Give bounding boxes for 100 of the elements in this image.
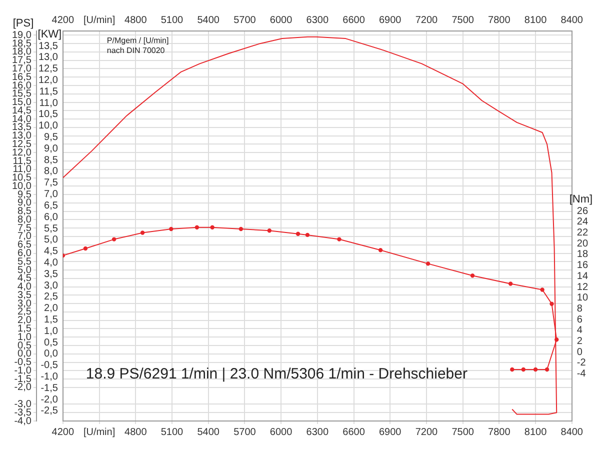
point (194, 225, 200, 230)
y2-tick-label: 11,5 (12, 156, 32, 167)
y-tick-label: -0,5 (40, 360, 58, 372)
point (470, 274, 475, 278)
y2-tick-label: 19,0 (12, 30, 32, 41)
annotation: P/Mgem / [U/min] (106, 36, 169, 46)
y-tick-label: 7,5 (44, 178, 58, 189)
x2-tick-label: 5700 (234, 14, 256, 26)
y2-tick-label: 17,0 (12, 63, 32, 74)
y2-tick-label: 8,0 (18, 214, 32, 226)
x2-tick-label: 8100 (524, 14, 548, 26)
x2-tick-label: 7800 (488, 14, 511, 26)
y2-tick-label: 0,5 (18, 340, 32, 352)
annotation: 18.9 PS/6291 1/min | 23.0 Nm/5306 1/min - Drehschieber (86, 365, 468, 382)
y-tick-label: 9,5 (44, 132, 58, 144)
y-tick-label: -2,5 (40, 406, 58, 417)
y3-tick-label: 26 (576, 206, 588, 217)
y-tick-label: 11,0 (39, 98, 58, 109)
y-tick-label: 11,5 (39, 86, 58, 98)
y3-tick-label: 10 (576, 292, 588, 304)
x-tick-label: 7800 (488, 426, 511, 438)
annotation: nach DIN 70020 (106, 46, 166, 56)
y2-tick-label: 7,5 (18, 222, 32, 234)
y3-tick-label: 22 (576, 228, 588, 239)
y3-tick-label: 4 (576, 325, 583, 336)
y-tick-label: 12,0 (38, 75, 58, 86)
point (508, 282, 513, 286)
y-tick-label: 3,0 (44, 280, 58, 292)
x-tick-label: 7500 (452, 426, 474, 438)
y2-tick-label: 5,5 (18, 256, 32, 268)
y-tick-label: 3,5 (44, 268, 58, 280)
y3-tick-label: -2 (576, 358, 586, 369)
x-tick-label: 6000 (270, 426, 293, 438)
x-tick-label: 7200 (415, 426, 438, 438)
y2-tick-label: 3,5 (18, 290, 32, 301)
point (510, 367, 514, 372)
y-tick-label: 10,5 (38, 109, 58, 120)
y3-tick-label: 18 (576, 249, 588, 260)
point (238, 226, 244, 232)
x-tick-label: 6900 (378, 426, 402, 438)
x2-tick-label: 4200 (52, 14, 74, 26)
y2-tick-label: -3,0 (14, 398, 32, 410)
point (521, 367, 526, 372)
y-tick-label: 13,5 (38, 40, 58, 52)
y2-tick-label: -1,0 (14, 365, 32, 376)
y-tick-label: 8,5 (44, 154, 58, 166)
x-tick-label: 5700 (234, 426, 256, 438)
y2-tick-label: 14,5 (12, 105, 32, 116)
y-tick-label: 1,5 (44, 314, 58, 326)
point (378, 248, 383, 252)
x2-tick-label: 7500 (452, 14, 474, 26)
y3-tick-label: 20 (576, 238, 588, 250)
y-tick-label: 1,0 (44, 326, 58, 337)
point (169, 226, 174, 232)
x-tick-label: 4200 (52, 426, 74, 438)
y3-tick-label: 12 (576, 282, 588, 293)
y-tick-label: 9,0 (44, 143, 58, 154)
point (140, 230, 145, 235)
y3-tick-label: 0 (576, 346, 583, 358)
y2-tick-label: -1,5 (14, 374, 32, 385)
y2-tick-label: 14,0 (12, 114, 32, 125)
y2-tick-label: 12,5 (12, 138, 32, 150)
x2-tick-label: 7200 (415, 14, 438, 26)
y-axis-title: [KW] (38, 28, 62, 41)
y2-tick-label: 18,5 (12, 38, 32, 50)
y3-tick-label: 14 (576, 270, 588, 282)
y-tick-label: 12,5 (38, 64, 58, 75)
x2-tick-label: 6000 (270, 14, 293, 26)
point (544, 367, 550, 372)
y-tick-label: 2,0 (44, 303, 58, 314)
x-tick-label: 5400 (197, 426, 220, 438)
y-tick-label: 10,0 (38, 120, 58, 132)
y2-tick-label: -4,0 (14, 416, 32, 427)
point (83, 246, 88, 251)
x2-tick-label: 5100 (160, 14, 184, 26)
y-tick-label: 0,5 (44, 337, 58, 348)
y-tick-label: 7,0 (44, 189, 58, 200)
y-tick-label: 5,5 (44, 223, 58, 234)
x2-tick-label: [U/min] (83, 14, 116, 26)
x2-tick-label: 6900 (378, 14, 402, 26)
x-tick-label: 8400 (560, 426, 584, 438)
y2-tick-label: 10,0 (12, 180, 32, 192)
x-tick-label: 8100 (524, 426, 548, 438)
y3-tick-label: 24 (576, 216, 588, 228)
point (550, 302, 554, 306)
y-tick-label: 6,5 (44, 200, 58, 212)
y-tick-label: 5,0 (44, 234, 58, 246)
y3-tick-label: 16 (576, 260, 588, 272)
point (305, 232, 310, 238)
y2-tick-label: 5,0 (18, 264, 32, 276)
y2-tick-label: 1,0 (18, 332, 32, 343)
y-tick-label: 2,5 (44, 292, 58, 303)
y-tick-label: 0,0 (44, 348, 58, 360)
y2-tick-label: 12,0 (12, 147, 32, 158)
point (426, 262, 430, 266)
y3-tick-label: 6 (576, 314, 583, 326)
y3-tick-label: -4 (576, 368, 586, 380)
x-tick-label: 6600 (342, 426, 366, 438)
y2-tick-label: 16,5 (12, 72, 32, 83)
x2-tick-label: 8400 (560, 14, 584, 26)
